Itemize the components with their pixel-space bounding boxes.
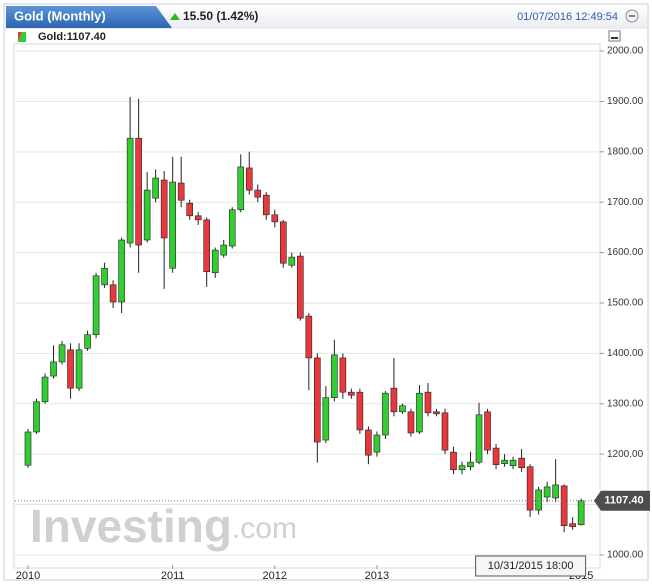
y-tick-label: 1000.00: [607, 550, 644, 561]
candle-body: [305, 315, 313, 359]
legend-icon: [18, 32, 26, 42]
candle-body: [169, 181, 176, 269]
candle-body: [552, 484, 559, 499]
candle-body: [314, 357, 321, 443]
watermark: Investing.com: [30, 500, 297, 552]
candle-body: [33, 401, 40, 433]
y-tick-label: 1500.00: [607, 298, 644, 309]
candle-body: [135, 137, 142, 246]
candle-body: [152, 177, 159, 199]
candle-body: [560, 485, 568, 526]
candle-body: [390, 387, 398, 413]
y-tick-label: 1200.00: [607, 449, 644, 460]
candle-body: [84, 334, 91, 349]
candle-body: [186, 202, 193, 217]
candle-body: [518, 457, 525, 469]
candle-body: [322, 397, 330, 441]
candle-body: [382, 392, 389, 436]
candle-body: [424, 391, 432, 414]
candle-body: [569, 523, 576, 528]
candle-body: [101, 267, 108, 286]
candle-body: [24, 431, 32, 466]
candle-body: [475, 414, 483, 463]
candle-body: [177, 182, 185, 201]
candle-body: [203, 219, 211, 273]
candle-body: [109, 284, 117, 303]
candle-body: [262, 194, 270, 216]
x-tick-label: 2011: [161, 570, 185, 582]
candle-body: [373, 434, 381, 453]
candle-body: [535, 489, 542, 511]
cursor-label: 10/31/2015 18:00: [488, 560, 574, 572]
candle-body: [194, 215, 202, 221]
chart-title: Gold (Monthly): [14, 8, 106, 23]
up-arrow: [170, 13, 180, 20]
candle-body: [484, 411, 491, 451]
y-tick-label: 1400.00: [607, 348, 644, 359]
candle-body: [118, 239, 125, 303]
candle-body: [126, 137, 134, 244]
candle-body: [416, 392, 423, 433]
candle-body: [356, 391, 364, 431]
candle-body: [543, 486, 551, 498]
cursor-box: [475, 555, 587, 577]
candle-body: [67, 349, 74, 389]
candle-body: [467, 461, 474, 468]
candle-body: [160, 179, 168, 239]
plot-area: [13, 43, 601, 569]
title-tab: [6, 6, 172, 28]
candle-body: [58, 344, 66, 363]
x-tick-label: 2010: [16, 570, 40, 582]
candle-body: [348, 391, 355, 396]
candle-body: [271, 214, 279, 223]
candle-body: [297, 255, 304, 319]
y-tick-label: 1800.00: [607, 146, 644, 157]
candle-body: [365, 429, 372, 456]
candle-body: [254, 189, 262, 198]
candle-body: [92, 275, 100, 336]
watermark-suffix: .com: [232, 512, 297, 545]
candle-body: [331, 354, 338, 399]
last-price-badge: [594, 490, 650, 511]
y-tick-label: 2000.00: [607, 46, 644, 57]
minimize-button[interactable]: [608, 30, 621, 42]
x-tick-label: 2013: [365, 570, 389, 582]
y-tick-label: 1700.00: [607, 197, 644, 208]
candle-body: [279, 221, 287, 264]
candle-body: [339, 357, 347, 393]
datetime: 01/07/2016 12:49:54: [517, 11, 618, 23]
x-tick-label: 2012: [263, 570, 287, 582]
candle-body: [399, 405, 406, 413]
candle-body: [492, 447, 500, 466]
candle-body: [526, 466, 534, 511]
candle-body: [577, 500, 585, 525]
candle-body: [407, 411, 415, 434]
y-tick-label: 1300.00: [607, 398, 644, 409]
candle-body: [458, 465, 466, 471]
candle-body: [75, 349, 83, 389]
candle-body: [237, 166, 245, 211]
candle-body: [41, 376, 49, 403]
candle-body: [501, 459, 508, 465]
legend-label: Gold:1107.40: [38, 31, 106, 43]
change: 15.50 (1.42%): [183, 9, 258, 23]
candle-body: [50, 361, 57, 377]
candle-body: [245, 167, 253, 191]
candle-body: [143, 189, 151, 241]
candle-body: [433, 411, 440, 415]
candle-body: [450, 451, 457, 471]
candle-body: [228, 209, 236, 247]
last-price-label: 1107.40: [604, 495, 643, 507]
candle-body: [441, 412, 449, 451]
candle-body: [288, 256, 296, 266]
y-tick-label: 1600.00: [607, 247, 644, 258]
candle-body: [220, 244, 228, 256]
candle-body: [509, 459, 517, 467]
y-tick-label: 1900.00: [607, 96, 644, 107]
watermark-main: Investing: [30, 500, 232, 552]
candle-body: [211, 249, 219, 274]
